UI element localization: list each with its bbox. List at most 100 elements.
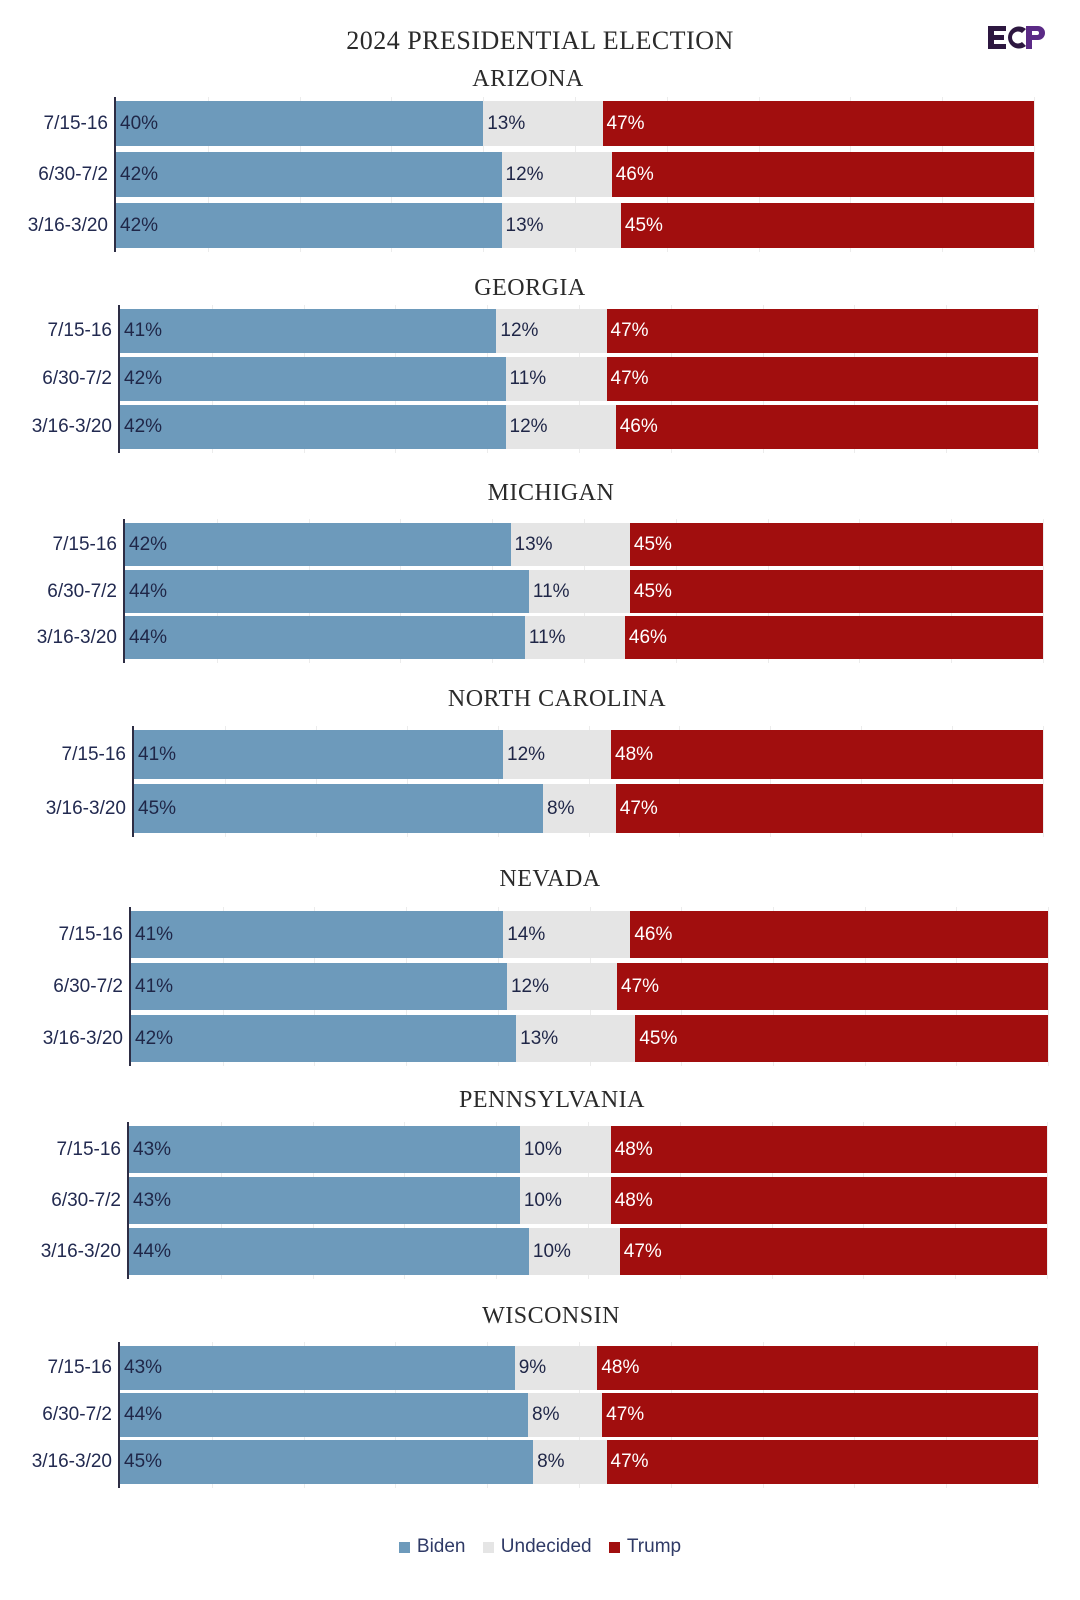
bar-biden bbox=[116, 203, 502, 248]
data-label-trump: 48% bbox=[614, 1138, 653, 1160]
bar-undecided bbox=[528, 1393, 603, 1437]
axis-line bbox=[132, 726, 134, 837]
bar-undecided bbox=[516, 1015, 636, 1062]
grid-line bbox=[770, 726, 772, 837]
data-label-undecided: 12% bbox=[500, 320, 539, 341]
bar-trump bbox=[619, 1228, 1047, 1275]
data-label-trump: 47% bbox=[623, 1240, 662, 1262]
row-label: 7/15-16 bbox=[52, 533, 117, 555]
row-label: 6/30-7/2 bbox=[53, 975, 123, 997]
bar-undecided bbox=[519, 1177, 611, 1224]
ecp-logo-mark bbox=[988, 26, 1045, 49]
bar-biden bbox=[134, 730, 503, 779]
bar-trump bbox=[615, 784, 1043, 833]
bar-biden bbox=[131, 911, 504, 958]
state-title-arizona: ARIZONA bbox=[472, 66, 584, 92]
data-label-biden: 43% bbox=[133, 1138, 172, 1160]
grid-line bbox=[1043, 519, 1044, 663]
bar-biden bbox=[125, 523, 511, 566]
bar-trump bbox=[630, 911, 1048, 958]
bar-undecided bbox=[501, 152, 612, 197]
data-label-undecided: 8% bbox=[537, 1451, 565, 1472]
bar-trump bbox=[617, 963, 1048, 1010]
bar-undecided bbox=[528, 1228, 620, 1275]
data-label-undecided: 8% bbox=[547, 797, 575, 819]
bar-biden bbox=[129, 1177, 520, 1224]
data-label-trump: 47% bbox=[621, 975, 660, 997]
data-label-trump: 46% bbox=[619, 416, 658, 437]
data-label-trump: 47% bbox=[610, 368, 649, 389]
data-label-undecided: 11% bbox=[528, 626, 566, 648]
bar-trump bbox=[615, 405, 1038, 449]
legend-swatch-biden bbox=[398, 1541, 410, 1553]
data-label-biden: 44% bbox=[129, 626, 168, 648]
bar-biden bbox=[120, 357, 506, 401]
bar-biden bbox=[120, 1440, 534, 1484]
grid-line bbox=[224, 726, 226, 837]
axis-line bbox=[129, 907, 131, 1066]
data-label-biden: 45% bbox=[124, 1451, 163, 1472]
data-label-biden: 43% bbox=[124, 1357, 163, 1378]
row-label: 7/15-16 bbox=[47, 1357, 112, 1378]
bar-trump bbox=[606, 309, 1038, 353]
bar-undecided bbox=[503, 730, 611, 779]
bar-biden bbox=[125, 570, 529, 613]
state-title-pennsylvania: PENNSYLVANIA bbox=[458, 1087, 646, 1113]
grid-line bbox=[1043, 726, 1044, 837]
data-label-trump: 48% bbox=[614, 1189, 653, 1211]
bar-biden bbox=[120, 1393, 528, 1437]
row-label: 6/30-7/2 bbox=[47, 580, 117, 602]
bar-trump bbox=[597, 1346, 1038, 1390]
data-label-undecided: 14% bbox=[507, 923, 546, 945]
row-label: 3/16-3/20 bbox=[45, 797, 126, 819]
legend-label-biden: Biden bbox=[416, 1536, 466, 1557]
row-label: 6/30-7/2 bbox=[42, 368, 112, 389]
row-label: 7/15-16 bbox=[61, 743, 126, 765]
bar-undecided bbox=[503, 911, 631, 958]
state-title-georgia: GEORGIA bbox=[474, 275, 586, 301]
grid-line bbox=[497, 726, 499, 837]
bar-biden bbox=[131, 1015, 517, 1062]
bar-biden bbox=[120, 405, 506, 449]
bar-biden bbox=[131, 963, 507, 1010]
bar-biden bbox=[120, 309, 497, 353]
state-title-michigan: MICHIGAN bbox=[487, 480, 615, 506]
state-title-wisconsin: WISCONSIN bbox=[482, 1303, 620, 1329]
data-label-biden: 43% bbox=[133, 1189, 172, 1211]
grid-line bbox=[1038, 1342, 1039, 1488]
data-label-trump: 48% bbox=[601, 1357, 640, 1378]
data-label-undecided: 10% bbox=[532, 1240, 571, 1262]
data-label-biden: 45% bbox=[138, 797, 177, 819]
data-label-undecided: 10% bbox=[523, 1189, 562, 1211]
grid-line bbox=[588, 726, 590, 837]
data-label-biden: 42% bbox=[124, 416, 163, 437]
data-label-biden: 42% bbox=[120, 214, 159, 236]
data-label-trump: 46% bbox=[634, 923, 673, 945]
bar-undecided bbox=[510, 523, 630, 566]
bar-trump bbox=[610, 1126, 1047, 1173]
grid-line bbox=[952, 726, 954, 837]
bar-biden bbox=[129, 1126, 520, 1173]
bar-undecided bbox=[483, 101, 603, 146]
data-label-biden: 42% bbox=[129, 533, 168, 555]
data-label-undecided: 13% bbox=[487, 112, 526, 134]
data-label-undecided: 13% bbox=[520, 1027, 559, 1049]
grid-line bbox=[315, 726, 317, 837]
legend-item-trump: Trump bbox=[608, 1536, 682, 1558]
data-label-trump: 46% bbox=[628, 626, 667, 648]
bar-biden bbox=[125, 616, 525, 659]
row-label: 3/16-3/20 bbox=[42, 1027, 123, 1049]
data-label-trump: 45% bbox=[633, 533, 672, 555]
bar-trump bbox=[606, 1440, 1038, 1484]
bar-biden bbox=[134, 784, 544, 833]
data-label-biden: 44% bbox=[129, 580, 168, 602]
row-label: 3/16-3/20 bbox=[36, 626, 117, 648]
legend-label-trump: Trump bbox=[626, 1536, 682, 1557]
bar-undecided bbox=[505, 405, 616, 449]
row-label: 3/16-3/20 bbox=[27, 214, 108, 236]
data-label-biden: 44% bbox=[124, 1404, 163, 1425]
legend-label-undecided: Undecided bbox=[500, 1536, 592, 1557]
data-label-undecided: 9% bbox=[518, 1357, 547, 1378]
grid-line bbox=[406, 726, 408, 837]
bar-undecided bbox=[524, 616, 625, 659]
